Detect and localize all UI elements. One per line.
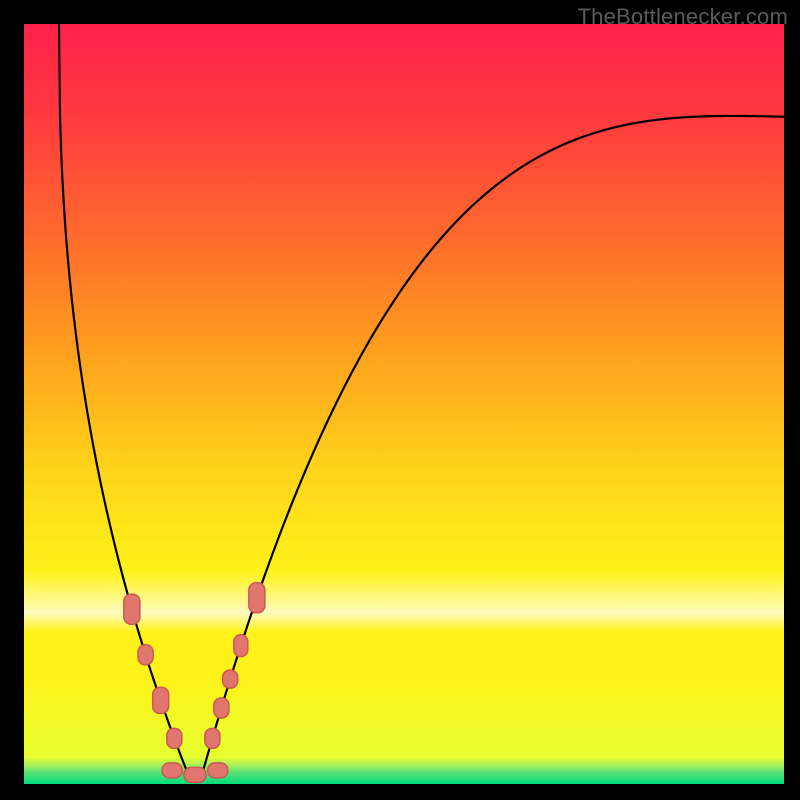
curve-marker xyxy=(223,670,238,688)
chart-stage: TheBottlenecker.com xyxy=(0,0,800,800)
plot-svg xyxy=(24,24,784,784)
curve-marker xyxy=(124,594,140,624)
curve-marker xyxy=(167,728,182,748)
watermark-text: TheBottlenecker.com xyxy=(578,4,788,30)
gradient-background xyxy=(24,24,784,784)
curve-marker xyxy=(208,763,228,778)
plot-area xyxy=(24,24,784,784)
curve-marker xyxy=(214,698,229,718)
curve-marker xyxy=(162,763,182,778)
curve-marker xyxy=(153,687,169,713)
curve-marker xyxy=(184,767,206,782)
curve-marker xyxy=(249,583,265,613)
curve-marker xyxy=(205,728,220,748)
curve-marker xyxy=(234,635,248,657)
curve-marker xyxy=(138,645,153,665)
